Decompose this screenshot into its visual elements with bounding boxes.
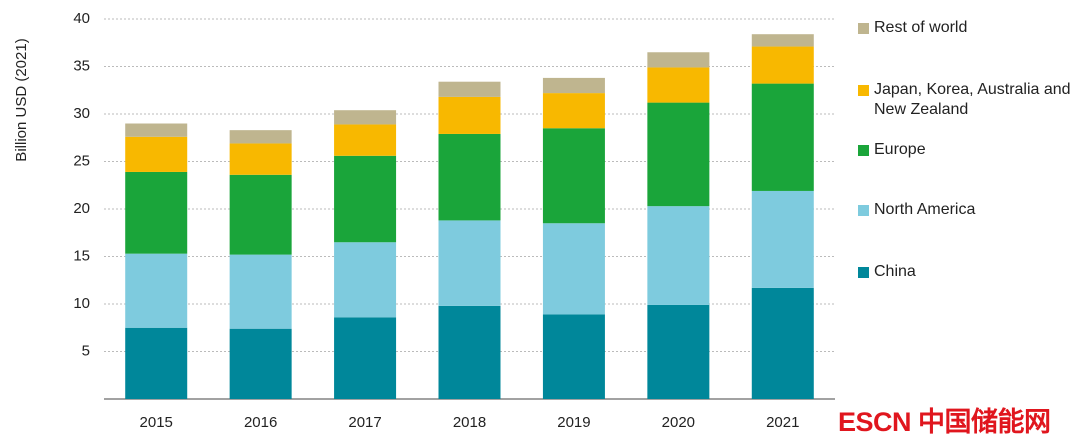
- legend-swatch: [858, 145, 869, 156]
- legend-swatch: [858, 23, 869, 34]
- legend-swatch: [858, 267, 869, 278]
- bar-segment: [125, 171, 188, 254]
- watermark: ESCN 中国储能网: [838, 407, 1051, 437]
- legend-item: Japan, Korea, Australia and New Zealand: [858, 80, 1071, 120]
- x-tick-label: 2021: [766, 414, 799, 431]
- bar-segment: [438, 96, 501, 134]
- bar-segment: [438, 133, 501, 221]
- bar-segment: [229, 328, 292, 399]
- y-tick-label: 10: [73, 295, 90, 312]
- bar-segment: [647, 52, 710, 68]
- y-tick-label: 35: [73, 57, 90, 74]
- legend-item: Europe: [858, 140, 1071, 160]
- bar-segment: [334, 110, 397, 125]
- chart: Billion USD (2021) 5 10 15 20 25 30 35 40 2015 20…: [13, 10, 835, 431]
- legend-label: China: [874, 263, 916, 280]
- x-tick-label: 2016: [244, 414, 277, 431]
- bar-segment: [334, 155, 397, 243]
- bar-segment: [751, 83, 814, 191]
- y-tick-label: 5: [82, 342, 90, 359]
- bar-segment: [229, 254, 292, 329]
- bar-segment: [542, 93, 605, 129]
- x-tick-label: 2019: [557, 414, 590, 431]
- bar-segment: [751, 190, 814, 288]
- y-tick-label: 15: [73, 247, 90, 264]
- bar-segment: [125, 136, 188, 172]
- bar-segment: [334, 242, 397, 318]
- legend-item: China: [858, 262, 1071, 282]
- y-tick-label: 30: [73, 105, 90, 122]
- bar-segment: [647, 102, 710, 207]
- x-tick-label: 2020: [662, 414, 695, 431]
- bar-segment: [125, 327, 188, 399]
- bar-segment: [229, 130, 292, 144]
- legend-label: North America: [874, 201, 976, 218]
- bar-segment: [229, 143, 292, 175]
- x-tick-label: 2018: [453, 414, 486, 431]
- legend-swatch: [858, 85, 869, 96]
- legend-item: North America: [858, 200, 1071, 220]
- legend-label: Japan, Korea, Australia and New Zealand: [874, 81, 1071, 118]
- bar-segment: [647, 206, 710, 305]
- bar-segment: [438, 305, 501, 399]
- bar-segment: [751, 34, 814, 47]
- legend-label: Europe: [874, 141, 926, 158]
- legend-label: Rest of world: [874, 19, 968, 36]
- bar-segment: [751, 287, 814, 399]
- bar-segment: [647, 304, 710, 399]
- y-tick-label: 20: [73, 200, 90, 217]
- x-tick-label: 2015: [140, 414, 173, 431]
- bar-segment: [438, 81, 501, 97]
- bar-segment: [542, 314, 605, 399]
- bar-segment: [542, 223, 605, 315]
- bar-segment: [542, 128, 605, 224]
- bar-segment: [125, 253, 188, 328]
- y-tick-label: 40: [73, 10, 90, 27]
- bar-segment: [751, 46, 814, 84]
- legend-swatch: [858, 205, 869, 216]
- bar-segment: [334, 124, 397, 156]
- y-tick-label: 25: [73, 152, 90, 169]
- bar-segment: [438, 220, 501, 306]
- legend-item: Rest of world: [858, 18, 1071, 38]
- y-axis-label: Billion USD (2021): [13, 38, 30, 161]
- x-tick-label: 2017: [348, 414, 381, 431]
- bar-segment: [229, 174, 292, 255]
- bar-segment: [125, 123, 188, 137]
- bar-segment: [334, 317, 397, 399]
- bar-segment: [647, 67, 710, 103]
- bar-segment: [542, 77, 605, 94]
